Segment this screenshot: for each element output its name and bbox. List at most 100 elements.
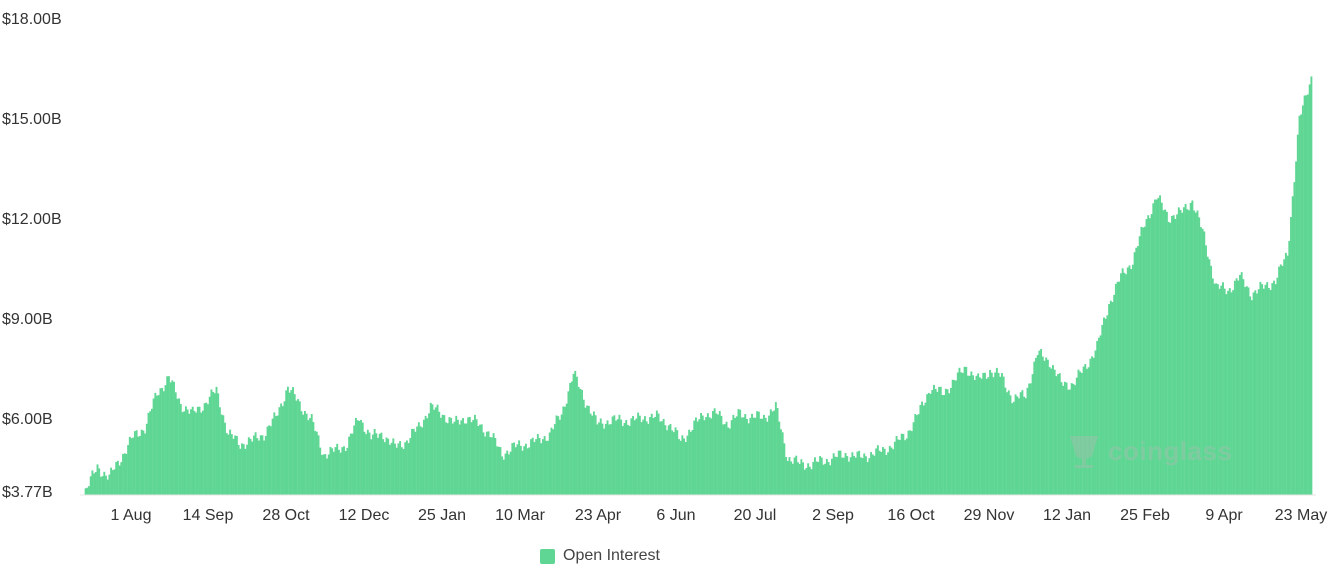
- bar[interactable]: [740, 417, 743, 495]
- bar[interactable]: [829, 465, 832, 495]
- bar[interactable]: [472, 419, 475, 495]
- bar[interactable]: [1058, 373, 1061, 495]
- bar[interactable]: [592, 411, 595, 495]
- bar[interactable]: [135, 430, 138, 495]
- bar[interactable]: [1196, 210, 1199, 496]
- bar[interactable]: [926, 394, 929, 495]
- bar[interactable]: [876, 445, 879, 495]
- bar[interactable]: [314, 430, 317, 495]
- bar[interactable]: [552, 429, 555, 495]
- bar[interactable]: [783, 443, 786, 495]
- bar[interactable]: [1307, 94, 1309, 495]
- bar[interactable]: [1033, 361, 1036, 495]
- bar[interactable]: [431, 404, 434, 495]
- bar[interactable]: [611, 416, 614, 495]
- bar[interactable]: [405, 440, 408, 495]
- bar[interactable]: [980, 378, 983, 495]
- bar[interactable]: [558, 419, 561, 495]
- bar[interactable]: [655, 410, 658, 495]
- bar[interactable]: [533, 442, 536, 495]
- bar[interactable]: [720, 415, 723, 495]
- bar[interactable]: [1218, 288, 1221, 495]
- bar[interactable]: [861, 458, 864, 495]
- bar[interactable]: [1040, 348, 1043, 495]
- bar[interactable]: [1126, 267, 1129, 495]
- bar[interactable]: [217, 393, 220, 495]
- bar[interactable]: [1155, 199, 1158, 495]
- bar[interactable]: [934, 388, 937, 495]
- bar[interactable]: [346, 447, 349, 495]
- bar[interactable]: [1262, 288, 1265, 495]
- bar[interactable]: [218, 407, 221, 495]
- bar[interactable]: [1052, 365, 1054, 495]
- bar[interactable]: [1232, 290, 1235, 495]
- bar[interactable]: [834, 456, 837, 495]
- bar[interactable]: [866, 462, 869, 495]
- bar[interactable]: [1256, 293, 1258, 495]
- bar[interactable]: [305, 413, 308, 495]
- bar[interactable]: [456, 419, 459, 495]
- bar[interactable]: [751, 413, 753, 495]
- bar[interactable]: [939, 386, 942, 495]
- bar[interactable]: [1228, 288, 1231, 495]
- bar[interactable]: [621, 426, 624, 495]
- bar[interactable]: [871, 454, 874, 495]
- bar[interactable]: [1222, 282, 1224, 495]
- bar[interactable]: [635, 418, 638, 495]
- bar[interactable]: [875, 448, 878, 495]
- bar[interactable]: [224, 422, 226, 495]
- bar[interactable]: [807, 463, 810, 495]
- bar[interactable]: [1035, 357, 1037, 495]
- bar[interactable]: [735, 416, 738, 495]
- bar[interactable]: [1114, 283, 1117, 495]
- bar[interactable]: [395, 447, 398, 495]
- bar[interactable]: [412, 428, 415, 495]
- bar[interactable]: [625, 419, 628, 495]
- bar[interactable]: [574, 370, 577, 495]
- bar[interactable]: [771, 411, 774, 495]
- bar[interactable]: [470, 422, 473, 495]
- bar[interactable]: [105, 475, 107, 495]
- bar[interactable]: [213, 393, 216, 495]
- bar[interactable]: [944, 388, 947, 495]
- bar[interactable]: [351, 433, 354, 495]
- bar[interactable]: [950, 387, 952, 495]
- bar[interactable]: [645, 421, 648, 495]
- bar[interactable]: [293, 394, 296, 495]
- bar[interactable]: [144, 433, 147, 495]
- bar[interactable]: [1164, 209, 1167, 495]
- bar[interactable]: [1128, 265, 1131, 495]
- bar[interactable]: [1004, 387, 1007, 495]
- bar[interactable]: [730, 420, 733, 495]
- bar[interactable]: [371, 434, 374, 495]
- bar[interactable]: [1113, 294, 1116, 495]
- bar[interactable]: [953, 380, 956, 495]
- bar[interactable]: [519, 445, 522, 495]
- bar[interactable]: [888, 445, 891, 495]
- bar[interactable]: [142, 430, 145, 495]
- bar[interactable]: [360, 419, 362, 495]
- bar[interactable]: [967, 375, 969, 495]
- bar[interactable]: [977, 373, 980, 495]
- bar[interactable]: [1094, 350, 1097, 495]
- bar[interactable]: [982, 372, 985, 495]
- bar[interactable]: [1011, 403, 1014, 495]
- bar[interactable]: [1063, 381, 1066, 495]
- bar[interactable]: [892, 449, 895, 495]
- bar[interactable]: [1060, 382, 1063, 495]
- bar[interactable]: [910, 431, 913, 495]
- bar[interactable]: [203, 403, 206, 495]
- bar[interactable]: [1009, 395, 1012, 495]
- bar[interactable]: [1147, 215, 1150, 495]
- bar[interactable]: [759, 418, 762, 495]
- bar[interactable]: [285, 390, 288, 495]
- bar[interactable]: [110, 467, 113, 495]
- bar[interactable]: [963, 366, 966, 495]
- bar[interactable]: [353, 425, 356, 495]
- bar[interactable]: [1172, 215, 1175, 495]
- bar[interactable]: [1206, 256, 1209, 495]
- bar[interactable]: [1080, 373, 1083, 495]
- bar[interactable]: [616, 419, 619, 495]
- bar[interactable]: [368, 432, 371, 495]
- bar[interactable]: [460, 420, 463, 495]
